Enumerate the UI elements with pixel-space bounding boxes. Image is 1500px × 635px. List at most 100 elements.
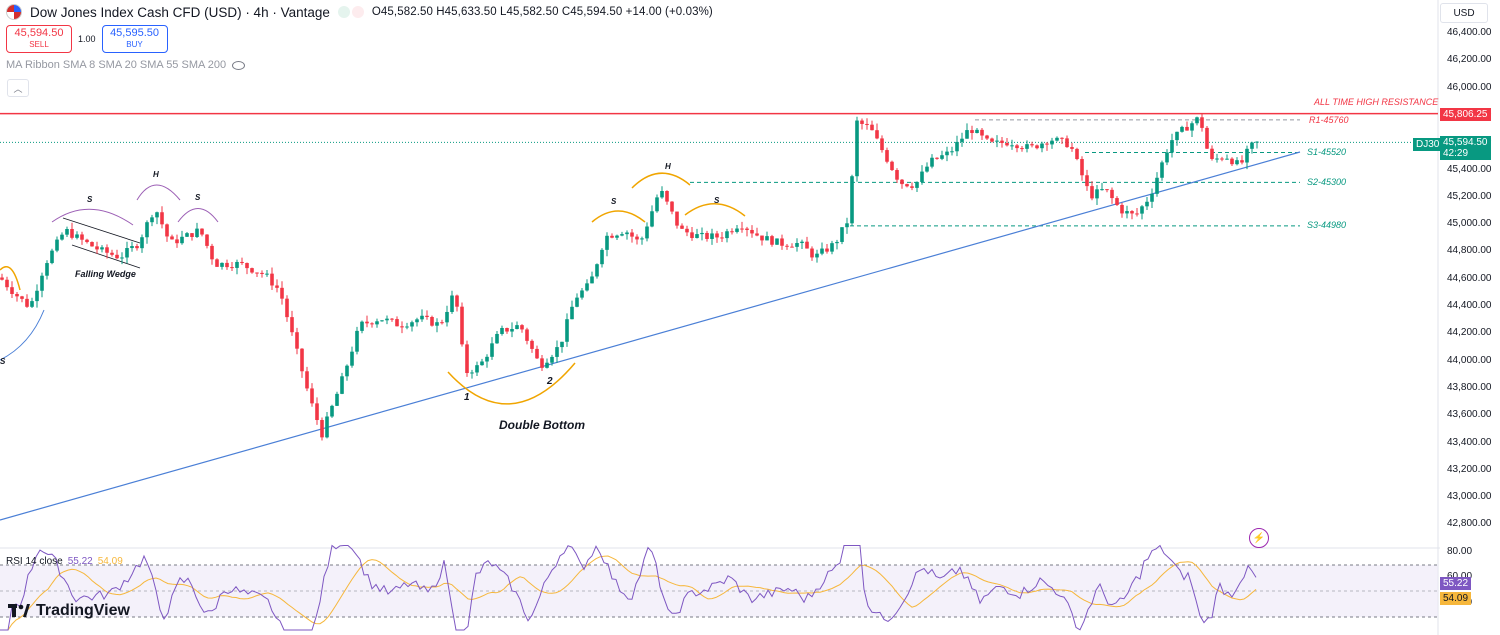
candle-body xyxy=(760,235,764,241)
candle-body xyxy=(770,236,774,245)
candle-body xyxy=(1175,131,1179,141)
candle-body xyxy=(550,356,554,363)
head-arc xyxy=(631,172,691,189)
candle-body xyxy=(520,325,524,330)
rsi-value: 55.22 xyxy=(67,556,93,567)
candle-body xyxy=(1115,198,1119,205)
wedge-lower xyxy=(71,244,141,269)
candle-body xyxy=(1085,175,1089,187)
candle-body xyxy=(200,228,204,235)
candle-body xyxy=(395,319,399,327)
candle-body xyxy=(315,403,319,421)
candle-body xyxy=(135,246,139,249)
candle-body xyxy=(80,234,84,240)
candle-body xyxy=(860,120,864,124)
candle-body xyxy=(1055,137,1059,141)
candle-body xyxy=(325,416,329,438)
rsi-line xyxy=(0,544,1257,631)
candle-body xyxy=(25,298,29,307)
rsi-ma-line xyxy=(0,555,1257,631)
candle-body xyxy=(750,229,754,234)
candle-body xyxy=(800,241,804,244)
collapse-legend-button[interactable]: ︿ xyxy=(7,79,29,97)
candle-body xyxy=(345,365,349,377)
candle-body xyxy=(340,376,344,394)
market-status[interactable] xyxy=(337,6,364,18)
candle-body xyxy=(680,225,684,229)
currency-selector[interactable]: USD xyxy=(1440,3,1488,23)
candle-body xyxy=(980,129,984,136)
candle-body xyxy=(60,234,64,240)
eye-icon[interactable] xyxy=(232,60,246,70)
candle-body xyxy=(1105,189,1109,191)
candle-body xyxy=(720,237,724,239)
candle-body xyxy=(330,405,334,417)
candle-body xyxy=(270,273,274,286)
candle-body xyxy=(1250,142,1254,149)
candle-body xyxy=(1030,144,1034,146)
rsi-legend[interactable]: RSI 14 close 55.22 54.09 xyxy=(6,556,123,567)
candle-body xyxy=(1065,138,1069,148)
candle-body xyxy=(230,267,234,269)
spread-value: 1.00 xyxy=(78,34,96,44)
candle-body xyxy=(845,223,849,228)
wedge-upper xyxy=(62,217,141,244)
candle-body xyxy=(865,123,869,125)
candle-body xyxy=(145,222,149,238)
candle-body xyxy=(460,306,464,345)
candle-body xyxy=(175,239,179,244)
candle-body xyxy=(400,326,404,328)
candle-body xyxy=(1000,140,1004,143)
tradingview-logo[interactable]: TradingView xyxy=(8,602,130,620)
candle-body xyxy=(85,239,89,243)
candle-body xyxy=(910,186,914,188)
candle-body xyxy=(475,365,479,373)
candle-body xyxy=(965,130,969,139)
candle-body xyxy=(1035,145,1039,149)
double-bottom-label: Double Bottom xyxy=(499,418,585,432)
candle-body xyxy=(825,248,829,252)
s3-label: S3-44980 xyxy=(1307,220,1347,230)
candle-body xyxy=(815,253,819,258)
candle-body xyxy=(1200,117,1204,128)
candle-body xyxy=(515,325,519,330)
ath-price-tag: 45,806.25 xyxy=(1440,108,1491,121)
candle-body xyxy=(40,275,44,291)
buy-button[interactable]: 45,595.50 BUY xyxy=(101,25,168,53)
r1-label: R1-45760 xyxy=(1309,115,1349,125)
candle-body xyxy=(115,254,119,259)
candle-body xyxy=(900,179,904,185)
lightning-icon[interactable]: ⚡ xyxy=(1249,528,1269,548)
candle-body xyxy=(1045,143,1049,145)
status-open-icon xyxy=(337,6,350,18)
buy-price: 45,595.50 xyxy=(110,27,159,39)
sell-button[interactable]: 45,594.50 SELL xyxy=(6,25,72,53)
candle-body xyxy=(45,263,49,276)
head-label: H xyxy=(153,170,159,179)
candle-body xyxy=(210,245,214,260)
shoulder-label: S xyxy=(0,357,6,366)
candle-body xyxy=(795,243,799,247)
price-axis-label: 46,200.00 xyxy=(1447,54,1492,66)
tradingview-icon xyxy=(8,604,30,618)
rsi-label: RSI 14 close xyxy=(6,556,63,567)
price-axis-label: 45,200.00 xyxy=(1447,190,1492,202)
candle-body xyxy=(990,138,994,142)
candle-body xyxy=(810,248,814,258)
candle-body xyxy=(695,234,699,238)
candle-body xyxy=(600,249,604,265)
candle-body xyxy=(765,236,769,241)
ma-ribbon-legend[interactable]: MA Ribbon SMA 8 SMA 20 SMA 55 SMA 200 xyxy=(6,59,246,71)
shoulder-label: S xyxy=(611,197,617,206)
symbol-title[interactable]: Dow Jones Index Cash CFD (USD) · 4h · Va… xyxy=(30,4,330,20)
candle-body xyxy=(435,322,439,326)
falling-wedge-label: Falling Wedge xyxy=(75,269,136,279)
candle-body xyxy=(1185,126,1189,131)
candle-body xyxy=(1140,206,1144,214)
candle-body xyxy=(355,330,359,352)
candle-body xyxy=(470,372,474,374)
candle-body xyxy=(1255,141,1259,143)
candle-body xyxy=(260,272,264,274)
us-flag-icon xyxy=(6,4,22,20)
